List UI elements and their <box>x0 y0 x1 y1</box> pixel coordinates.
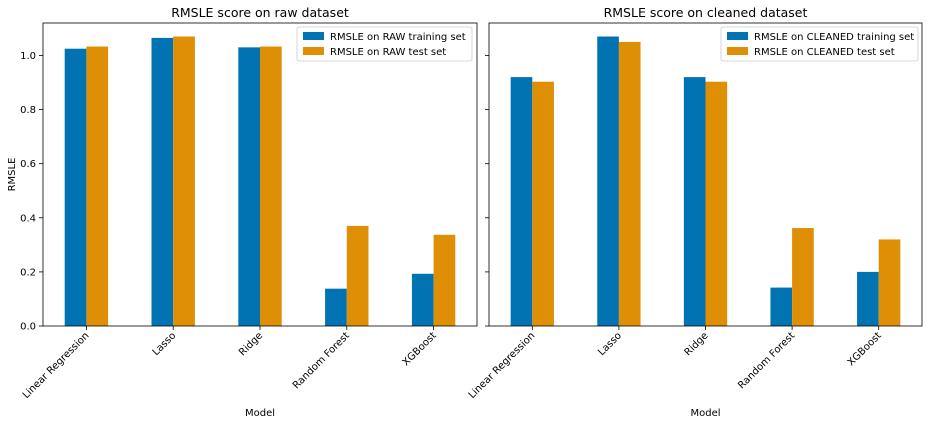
chart-panel-2: RMSLE score on cleaned dataset Linear Reg… <box>467 5 923 419</box>
bar-training-0 <box>510 77 533 326</box>
legend-label-1: RMSLE on RAW test set <box>330 47 446 58</box>
legend-label-0: RMSLE on RAW training set <box>330 32 466 43</box>
bar-training-4 <box>411 273 434 326</box>
bar-test-3 <box>792 228 814 326</box>
x-tick-label: Random Forest <box>291 330 352 391</box>
bar-test-1 <box>618 41 641 326</box>
bar-test-2 <box>705 81 728 326</box>
bar-test-4 <box>433 234 456 326</box>
x-axis-label: Model <box>245 408 275 419</box>
bar-training-3 <box>770 287 793 326</box>
legend: RMSLE on RAW training set RMSLE on RAW te… <box>296 26 473 62</box>
legend-swatch-1 <box>727 47 748 55</box>
x-tick-label: XGBoost <box>846 330 884 368</box>
y-tick-label: 0.6 <box>20 159 36 170</box>
y-axis-label: RMSLE <box>7 158 18 192</box>
bar-training-0 <box>64 48 87 326</box>
chart-title: RMSLE score on cleaned dataset <box>604 5 808 20</box>
bar-training-1 <box>597 36 619 326</box>
bar-training-4 <box>857 271 879 326</box>
y-tick-label: 1.0 <box>20 51 36 62</box>
legend-label-1: RMSLE on CLEANED test set <box>754 47 895 58</box>
x-tick-label: Linear Regression <box>467 330 538 401</box>
legend-label-0: RMSLE on CLEANED training set <box>754 32 914 43</box>
y-tick-label: 0.0 <box>20 322 36 333</box>
legend-swatch-0 <box>303 32 324 40</box>
x-tick-label: Lasso <box>596 330 624 358</box>
x-tick-label: Ridge <box>237 330 265 358</box>
bar-test-3 <box>346 225 369 326</box>
bar-training-2 <box>683 77 706 326</box>
bar-test-4 <box>878 239 901 326</box>
x-tick-label: Lasso <box>151 330 179 358</box>
legend-box <box>720 26 919 62</box>
bar-training-2 <box>238 47 260 327</box>
bar-training-1 <box>151 37 174 327</box>
bar-test-0 <box>532 81 554 326</box>
bar-test-2 <box>260 46 282 326</box>
x-tick-label: Ridge <box>683 330 711 358</box>
x-tick-label: XGBoost <box>401 330 439 368</box>
chart-panel-1: RMSLE score on raw dataset 0.0 0.2 0.4 0.6 0.… <box>7 5 478 419</box>
bar-test-0 <box>86 46 109 326</box>
legend-swatch-0 <box>727 32 748 40</box>
y-tick-label: 0.8 <box>20 105 36 116</box>
x-axis-label: Model <box>690 408 720 419</box>
bar-training-3 <box>325 288 347 326</box>
y-tick-label: 0.4 <box>20 213 36 224</box>
y-tick-label: 0.2 <box>20 267 36 278</box>
legend: RMSLE on CLEANED training set RMSLE on CL… <box>720 26 919 62</box>
x-tick-label: Linear Regression <box>21 330 92 401</box>
x-tick-label: Random Forest <box>736 330 797 391</box>
chart-title: RMSLE score on raw dataset <box>171 5 349 20</box>
legend-swatch-1 <box>303 47 324 55</box>
bar-test-1 <box>173 36 195 326</box>
legend-box <box>296 26 473 62</box>
